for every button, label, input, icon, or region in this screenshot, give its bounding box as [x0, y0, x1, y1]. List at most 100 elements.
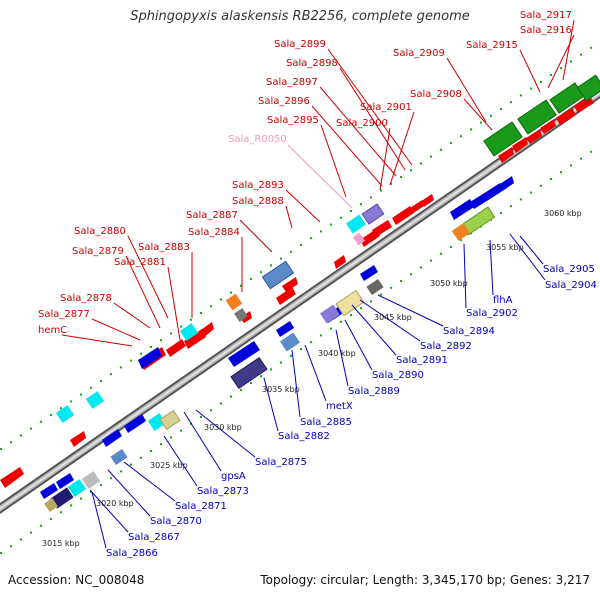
- gene-fwd[interactable]: [372, 220, 392, 237]
- gene-fwd[interactable]: [392, 206, 414, 225]
- guide-dot: [400, 176, 402, 178]
- guide-dot: [360, 203, 362, 206]
- guide-dot: [340, 216, 342, 219]
- gene-fwd[interactable]: [410, 200, 424, 214]
- gene-fwd[interactable]: [70, 431, 86, 447]
- gene-fwd[interactable]: [498, 147, 514, 163]
- gene-fwd[interactable]: [540, 119, 556, 134]
- guide-dot: [390, 182, 392, 185]
- guide-dot: [520, 198, 522, 201]
- kbp-tick-label: 3040 kbp: [318, 349, 356, 358]
- gene-cyan[interactable]: [147, 413, 167, 431]
- gene-fwd[interactable]: [512, 137, 528, 153]
- gene-rev[interactable]: [56, 473, 74, 489]
- gene-rev[interactable]: [470, 192, 490, 209]
- gene-rev[interactable]: [360, 265, 378, 281]
- guide-dot: [430, 259, 432, 262]
- gene-fwd[interactable]: [526, 129, 542, 144]
- gene-rev[interactable]: [228, 341, 260, 367]
- guide-dot: [140, 352, 142, 355]
- gene-yellow[interactable]: [335, 289, 365, 317]
- guide-dot: [260, 271, 262, 274]
- gene-fwd[interactable]: [166, 339, 186, 357]
- gene-green[interactable]: [576, 74, 600, 102]
- gene-fwd[interactable]: [574, 96, 594, 113]
- guide-dot: [20, 538, 22, 541]
- gene-fwd[interactable]: [282, 277, 298, 292]
- gene-gray[interactable]: [366, 278, 384, 296]
- gene-orange[interactable]: [225, 293, 243, 311]
- gene-khaki[interactable]: [44, 498, 58, 512]
- kbp-tick-label: 3045 kbp: [374, 313, 412, 322]
- gene-navy[interactable]: [50, 487, 74, 509]
- gene-label-top: Sala_2901: [360, 102, 412, 113]
- guide-dot: [170, 332, 172, 335]
- guide-dot: [350, 314, 352, 316]
- leader-line: [285, 205, 293, 229]
- gene-lavender[interactable]: [361, 203, 385, 225]
- kbp-ticks: 3015 kbp 3020 kbp 3025 kbp 3030 kbp 3035 kbp…: [42, 209, 582, 548]
- leader-line: [291, 349, 301, 418]
- gene-rev[interactable]: [276, 321, 294, 337]
- guide-dot: [60, 511, 62, 514]
- gene-rev[interactable]: [486, 183, 504, 199]
- leader-line: [91, 491, 107, 549]
- leader-line: [113, 302, 151, 329]
- gene-steelblue[interactable]: [261, 260, 295, 290]
- guide-dot: [570, 164, 572, 167]
- kbp-tick-label: 3055 kbp: [486, 243, 524, 252]
- guide-dot: [280, 257, 282, 260]
- gene-label-bottom: gpsA: [221, 471, 246, 482]
- guide-dot: [570, 60, 572, 63]
- gene-fwd[interactable]: [276, 287, 296, 305]
- gene-green[interactable]: [517, 99, 557, 135]
- gene-label-top: Sala_2899: [274, 39, 326, 50]
- gene-fwd[interactable]: [334, 255, 346, 269]
- gene-fwd[interactable]: [420, 194, 434, 207]
- guide-dot: [180, 429, 182, 432]
- gene-steelblue[interactable]: [280, 332, 300, 352]
- guide-dot: [130, 359, 132, 362]
- leader-line: [463, 243, 467, 309]
- gene-cyan[interactable]: [55, 405, 75, 423]
- guide-dot: [540, 80, 542, 83]
- gene-cyan[interactable]: [85, 391, 105, 409]
- kbp-tick-label: 3035 kbp: [262, 385, 300, 394]
- gene-lavender[interactable]: [320, 304, 340, 324]
- gene-steelblue[interactable]: [110, 448, 128, 466]
- gene-rev[interactable]: [450, 199, 474, 220]
- gene-label-top: hemC: [38, 325, 67, 336]
- gene-navy[interactable]: [230, 356, 268, 390]
- guide-dot: [450, 142, 452, 144]
- gene-fwd[interactable]: [198, 322, 214, 339]
- gene-fwd[interactable]: [556, 108, 576, 125]
- gene-fwd[interactable]: [0, 467, 24, 488]
- guide-dot: [0, 552, 2, 554]
- category-genes: [44, 74, 600, 512]
- guide-dot: [330, 327, 332, 330]
- gene-cyan[interactable]: [179, 323, 199, 341]
- guide-dot: [40, 524, 42, 527]
- guide-dot: [300, 348, 302, 350]
- gene-cyan[interactable]: [346, 214, 366, 234]
- gene-pink[interactable]: [352, 232, 366, 246]
- gene-gray[interactable]: [234, 308, 248, 322]
- gene-gray[interactable]: [81, 471, 101, 489]
- gene-rev[interactable]: [124, 414, 146, 433]
- gene-label-top: Sala_2898: [286, 58, 338, 69]
- gene-rev[interactable]: [138, 347, 162, 369]
- gene-orange[interactable]: [451, 223, 471, 241]
- gene-khaki[interactable]: [159, 409, 181, 431]
- leader-line: [489, 239, 494, 296]
- gene-label-top: Sala_2909: [393, 48, 445, 59]
- gene-rev[interactable]: [40, 483, 58, 499]
- label-leader-lines: [61, 19, 575, 549]
- gene-label-bottom: Sala_2882: [278, 431, 330, 442]
- guide-dot: [550, 74, 552, 76]
- leader-line: [319, 86, 397, 177]
- gene-cyan[interactable]: [67, 479, 87, 497]
- gene-rev[interactable]: [500, 176, 514, 190]
- reverse-strand-genes: [40, 176, 514, 499]
- gene-green[interactable]: [483, 121, 523, 157]
- gene-rev[interactable]: [102, 429, 122, 447]
